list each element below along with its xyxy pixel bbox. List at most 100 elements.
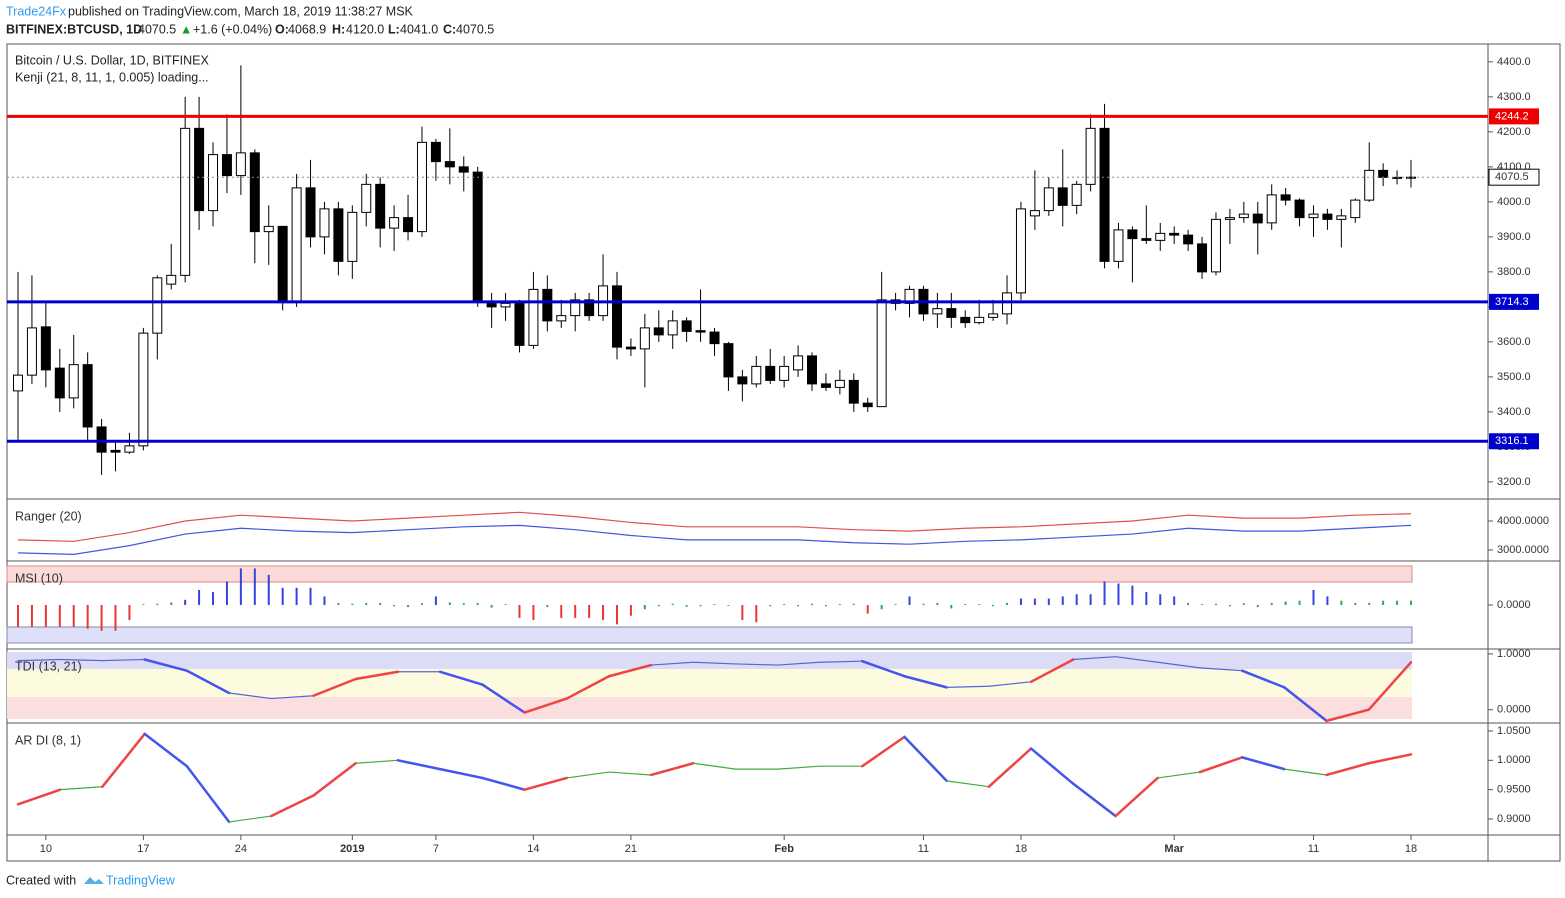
candle-body bbox=[221, 154, 232, 177]
level-label: 3714.3 bbox=[1495, 296, 1529, 308]
indicator-segment bbox=[438, 670, 484, 686]
indicator-segment bbox=[692, 661, 737, 665]
candle-body bbox=[194, 127, 205, 212]
candle-body bbox=[848, 379, 859, 404]
candle-body bbox=[40, 326, 51, 371]
candle-body bbox=[1029, 210, 1040, 217]
indicator-segment bbox=[270, 794, 315, 818]
indicator-segment bbox=[1072, 656, 1117, 661]
indicator-segment bbox=[1367, 661, 1413, 711]
candle-body bbox=[1350, 199, 1361, 219]
y-tick-label: 1.0500 bbox=[1497, 725, 1531, 737]
indicator-segment bbox=[1240, 669, 1286, 689]
l-label: L: bbox=[388, 22, 400, 36]
candle-body bbox=[514, 302, 525, 346]
indicator-segment bbox=[860, 659, 906, 678]
x-tick-label: 11 bbox=[1308, 843, 1319, 855]
candle-body bbox=[584, 299, 595, 317]
last: 4070.5 bbox=[138, 22, 176, 36]
x-tick-label: 11 bbox=[918, 843, 929, 855]
frame bbox=[6, 43, 1561, 862]
candle-body bbox=[1085, 127, 1096, 185]
indicator-segment bbox=[101, 658, 146, 662]
level-label-bg bbox=[1489, 433, 1539, 450]
candle-body bbox=[625, 346, 636, 350]
candle-body bbox=[653, 327, 664, 336]
candle-body bbox=[1378, 169, 1389, 178]
indicator-segment bbox=[946, 780, 990, 788]
candle-body bbox=[946, 308, 957, 318]
candle-body bbox=[807, 355, 818, 385]
indicator-segment bbox=[946, 685, 990, 688]
candle-body bbox=[904, 288, 915, 304]
indicator-segment bbox=[987, 747, 1033, 788]
candle-body bbox=[305, 187, 316, 238]
candle-body bbox=[319, 208, 330, 238]
indicator-segment bbox=[608, 771, 652, 776]
candle-body bbox=[1015, 208, 1026, 294]
ranger-line bbox=[17, 511, 1412, 542]
candle-body bbox=[1169, 232, 1180, 236]
y-tick-label: 4000.0000 bbox=[1497, 515, 1549, 527]
y-tick-label: 3200.0 bbox=[1497, 476, 1531, 488]
candle-body bbox=[1057, 187, 1068, 206]
indicator-segment bbox=[650, 661, 694, 666]
publisher[interactable]: Trade24Fx bbox=[6, 4, 67, 18]
y-tick-label: 1.0000 bbox=[1497, 648, 1531, 660]
indicator-segment bbox=[607, 663, 653, 678]
candle-body bbox=[695, 330, 706, 333]
indicator-segment bbox=[185, 669, 231, 695]
indicator-segment bbox=[312, 761, 357, 797]
y-tick-label: 4000.0 bbox=[1497, 196, 1531, 208]
candle-body bbox=[82, 364, 93, 428]
x-tick-label: 10 bbox=[40, 843, 52, 855]
candle-body bbox=[723, 343, 734, 378]
tdi-mid-zone bbox=[7, 669, 1412, 697]
candle-body bbox=[556, 315, 567, 322]
indicator-segment bbox=[354, 670, 400, 681]
indicator-segment bbox=[1029, 658, 1075, 684]
candle-body bbox=[820, 383, 831, 388]
indicator-segment bbox=[1114, 656, 1159, 663]
x-tick-label: 24 bbox=[235, 843, 247, 855]
msi-upper-band bbox=[6, 565, 1413, 583]
candle-body bbox=[1336, 215, 1347, 220]
x-tick-label: 18 bbox=[1405, 843, 1417, 855]
indicator-segment bbox=[1325, 761, 1371, 777]
indicator-segment bbox=[860, 735, 906, 768]
candle-body bbox=[403, 217, 414, 233]
candle-body bbox=[235, 152, 246, 177]
indicator-segment bbox=[903, 674, 948, 689]
candle-body bbox=[1238, 213, 1249, 219]
footer-brand[interactable]: TradingView bbox=[106, 873, 176, 887]
candle-body bbox=[263, 225, 274, 233]
c-label: C: bbox=[443, 22, 456, 36]
indicator-segment bbox=[396, 759, 442, 771]
indicator-segment bbox=[1157, 771, 1201, 779]
indicator-segment bbox=[903, 735, 948, 783]
candle-body bbox=[13, 374, 23, 392]
current-price-label: 4070.5 bbox=[1495, 171, 1529, 183]
indicator-segment bbox=[565, 674, 611, 700]
y-tick-label: 0.0000 bbox=[1497, 599, 1531, 611]
indicator-segment bbox=[1198, 756, 1244, 774]
y-tick-label: 0.9500 bbox=[1497, 784, 1531, 796]
y-tick-label: 3600.0 bbox=[1497, 336, 1531, 348]
indicator-segment bbox=[988, 681, 1032, 687]
y-tick-label: 4400.0 bbox=[1497, 56, 1531, 68]
candle-body bbox=[1141, 238, 1152, 241]
indicator-segment bbox=[777, 765, 821, 770]
x-tick-label: 2019 bbox=[340, 843, 364, 855]
y-tick-label: 3800.0 bbox=[1497, 266, 1531, 278]
candle-body bbox=[528, 288, 539, 346]
candle-body bbox=[1252, 213, 1263, 224]
indicator-segment bbox=[566, 771, 610, 779]
y-tick-label: 0.9000 bbox=[1497, 813, 1531, 825]
indicator-segment bbox=[523, 697, 569, 714]
candle-body bbox=[347, 211, 358, 262]
candle-body bbox=[1197, 243, 1208, 273]
indicator-name: Ranger (20) bbox=[15, 509, 82, 523]
candle-body bbox=[639, 327, 650, 350]
candle-body bbox=[416, 141, 427, 233]
